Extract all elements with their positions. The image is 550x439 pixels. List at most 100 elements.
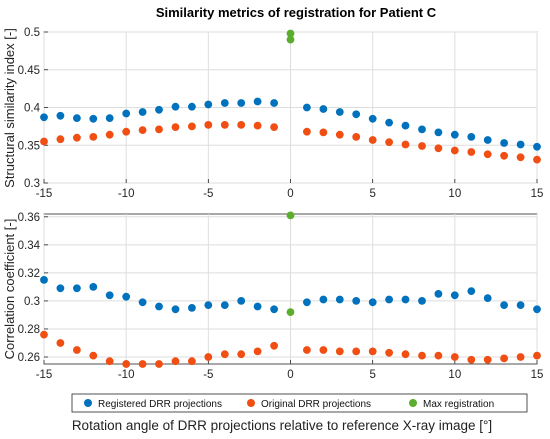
- correlation-x-tick-label: 0: [287, 369, 293, 381]
- correlation-point-max-registration: [286, 211, 295, 220]
- correlation-point-original-drr-projections: [171, 357, 180, 366]
- correlation-point-registered-drr-projections: [270, 305, 278, 314]
- correlation-y-tick-label: 0.36: [18, 212, 40, 224]
- ssim-point-registered-drr-projections: [155, 105, 163, 114]
- legend: Registered DRR projections Original DRR …: [71, 393, 528, 413]
- correlation-point-registered-drr-projections: [89, 283, 98, 291]
- correlation-x-tick-label: 5: [369, 369, 375, 381]
- correlation-point-registered-drr-projections: [467, 287, 476, 295]
- ssim-point-registered-drr-projections: [516, 140, 525, 149]
- ssim-point-registered-drr-projections: [73, 114, 81, 122]
- ssim-point-original-drr-projections: [418, 142, 426, 150]
- ssim-point-registered-drr-projections: [40, 113, 48, 122]
- legend-marker-original: [247, 399, 255, 407]
- correlation-point-original-drr-projections: [418, 351, 426, 360]
- ssim-point-registered-drr-projections: [401, 121, 410, 130]
- correlation-point-original-drr-projections: [270, 341, 278, 350]
- ssim-point-original-drr-projections: [155, 125, 163, 134]
- ssim-point-original-drr-projections: [220, 121, 229, 129]
- correlation-point-original-drr-projections: [303, 346, 311, 354]
- correlation-point-original-drr-projections: [319, 346, 328, 354]
- correlation-point-original-drr-projections: [516, 353, 525, 361]
- ssim-point-registered-drr-projections: [56, 111, 65, 120]
- ssim-point-original-drr-projections: [500, 151, 508, 160]
- correlation-point-registered-drr-projections: [73, 284, 81, 293]
- ssim-point-registered-drr-projections: [171, 102, 180, 111]
- ssim-point-registered-drr-projections: [434, 128, 443, 137]
- ssim-point-original-drr-projections: [253, 121, 262, 130]
- ssim-point-registered-drr-projections: [303, 103, 311, 112]
- correlation-point-registered-drr-projections: [352, 297, 361, 305]
- ssim-x-tick-label: -10: [118, 188, 135, 200]
- correlation-point-original-drr-projections: [204, 353, 213, 361]
- correlation-point-registered-drr-projections: [122, 292, 131, 301]
- ssim-point-original-drr-projections: [40, 137, 48, 146]
- correlation-point-registered-drr-projections: [303, 298, 311, 307]
- ssim-x-tick-label: -5: [203, 188, 213, 200]
- correlation-point-registered-drr-projections: [155, 302, 163, 311]
- ssim-point-registered-drr-projections: [237, 99, 246, 107]
- correlation-point-registered-drr-projections: [105, 291, 114, 300]
- correlation-x-tick-label: -5: [203, 369, 213, 381]
- correlation-x-tick-label: 15: [531, 369, 544, 381]
- ssim-point-original-drr-projections: [385, 138, 393, 147]
- correlation-point-registered-drr-projections: [401, 295, 410, 304]
- correlation-point-registered-drr-projections: [434, 290, 443, 298]
- correlation-points: [40, 211, 541, 368]
- correlation-y-tick-label: 0.32: [18, 268, 40, 280]
- ssim-point-registered-drr-projections: [138, 108, 147, 116]
- ssim-point-original-drr-projections: [237, 121, 246, 129]
- ssim-point-original-drr-projections: [401, 140, 410, 149]
- ssim-y-axis-label: Structural similarity index [-]: [2, 28, 17, 188]
- legend-label-original: Original DRR projections: [261, 399, 371, 410]
- correlation-point-original-drr-projections: [73, 346, 81, 354]
- ssim-x-tick-label: 5: [369, 188, 375, 200]
- ssim-point-original-drr-projections: [533, 155, 541, 164]
- correlation-point-original-drr-projections: [467, 355, 476, 364]
- ssim-point-registered-drr-projections: [270, 99, 278, 107]
- correlation-point-original-drr-projections: [89, 351, 98, 360]
- ssim-point-registered-drr-projections: [467, 133, 476, 141]
- legend-marker-registered: [84, 399, 92, 407]
- correlation-point-original-drr-projections: [500, 354, 508, 363]
- ssim-point-original-drr-projections: [303, 127, 311, 136]
- ssim-point-registered-drr-projections: [122, 109, 131, 118]
- ssim-point-original-drr-projections: [122, 127, 131, 136]
- correlation-point-max-registration: [286, 308, 295, 316]
- legend-label-registered: Registered DRR projections: [98, 399, 222, 410]
- ssim-point-registered-drr-projections: [188, 102, 196, 111]
- correlation-point-registered-drr-projections: [385, 295, 393, 304]
- ssim-point-original-drr-projections: [319, 128, 328, 137]
- correlation-point-original-drr-projections: [105, 357, 114, 366]
- correlation-point-original-drr-projections: [220, 350, 229, 359]
- ssim-y-tick-label: 0.3: [24, 178, 40, 190]
- legend-label-max: Max registration: [423, 399, 494, 410]
- correlation-y-tick-label: 0.28: [18, 324, 40, 336]
- ssim-point-registered-drr-projections: [335, 108, 344, 116]
- ssim-point-original-drr-projections: [138, 126, 147, 134]
- ssim-point-registered-drr-projections: [89, 114, 98, 123]
- ssim-point-max-registration: [286, 29, 295, 38]
- correlation-x-tick-label: 10: [448, 369, 461, 381]
- correlation-point-registered-drr-projections: [533, 305, 541, 314]
- ssim-x-tick-label: -15: [36, 188, 53, 200]
- correlation-point-registered-drr-projections: [253, 302, 262, 311]
- chart-title: Similarity metrics of registration for P…: [156, 5, 437, 20]
- correlation-point-registered-drr-projections: [500, 301, 508, 309]
- ssim-point-registered-drr-projections: [483, 136, 492, 144]
- correlation-point-original-drr-projections: [40, 330, 48, 339]
- ssim-point-original-drr-projections: [188, 122, 196, 131]
- ssim-point-original-drr-projections: [171, 123, 180, 131]
- ssim-point-original-drr-projections: [352, 133, 361, 141]
- correlation-point-registered-drr-projections: [220, 301, 229, 309]
- correlation-ticks: -15 -10 -5 0 5 10 15 0.26 0.28 0.3 0.32 0.34 0.36: [18, 212, 544, 381]
- correlation-point-registered-drr-projections: [483, 294, 492, 302]
- correlation-point-original-drr-projections: [368, 347, 377, 356]
- correlation-point-original-drr-projections: [434, 351, 443, 360]
- correlation-point-original-drr-projections: [138, 360, 147, 368]
- ssim-point-original-drr-projections: [56, 135, 65, 144]
- x-axis-label: Rotation angle of DRR projections relati…: [72, 418, 492, 433]
- ssim-y-tick-label: 0.45: [18, 65, 40, 77]
- ssim-point-original-drr-projections: [450, 146, 459, 155]
- correlation-point-original-drr-projections: [56, 339, 65, 347]
